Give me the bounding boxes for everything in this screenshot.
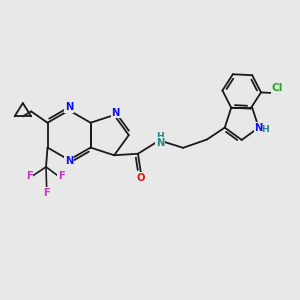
Text: Cl: Cl [272, 83, 283, 93]
Text: F: F [58, 171, 65, 181]
Text: H: H [156, 132, 164, 141]
Text: F: F [43, 188, 50, 198]
Text: N: N [112, 108, 120, 118]
Text: N: N [65, 102, 73, 112]
Text: F: F [26, 171, 32, 181]
Text: N: N [254, 123, 263, 133]
Text: H: H [261, 125, 269, 134]
Text: N: N [65, 157, 73, 166]
Text: O: O [137, 172, 145, 182]
Text: N: N [156, 138, 164, 148]
